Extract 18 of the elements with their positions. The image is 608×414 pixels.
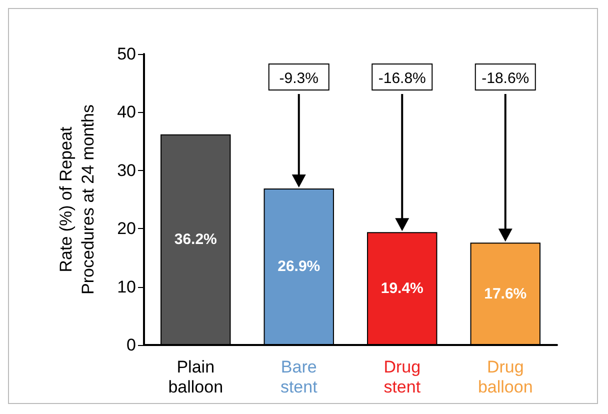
data-label: 36.2% bbox=[174, 231, 217, 248]
annotation: -16.8% bbox=[378, 70, 426, 87]
y-tick-label: 10 bbox=[117, 277, 136, 296]
data-label: 17.6% bbox=[484, 285, 527, 302]
x-tick-label: Drug stent bbox=[384, 358, 421, 396]
x-tick-label: Bare stent bbox=[280, 358, 318, 396]
y-tick-label: 20 bbox=[117, 219, 136, 238]
y-tick-label: 0 bbox=[126, 336, 136, 354]
x-tick-label: Drug balloon bbox=[478, 358, 533, 396]
y-tick-label: 50 bbox=[117, 44, 136, 64]
y-tick-label: 30 bbox=[117, 160, 136, 180]
data-label: 26.9% bbox=[278, 258, 320, 276]
annotation: -18.6% bbox=[482, 70, 530, 87]
y-axis-title: Rate (%) of Repeat Procedures at 24 months bbox=[56, 104, 98, 294]
data-label: 19.4% bbox=[380, 280, 424, 298]
annotation: -9.3% bbox=[279, 70, 318, 87]
x-tick-label: Plain balloon bbox=[168, 358, 224, 396]
y-tick-label: 40 bbox=[117, 102, 136, 122]
